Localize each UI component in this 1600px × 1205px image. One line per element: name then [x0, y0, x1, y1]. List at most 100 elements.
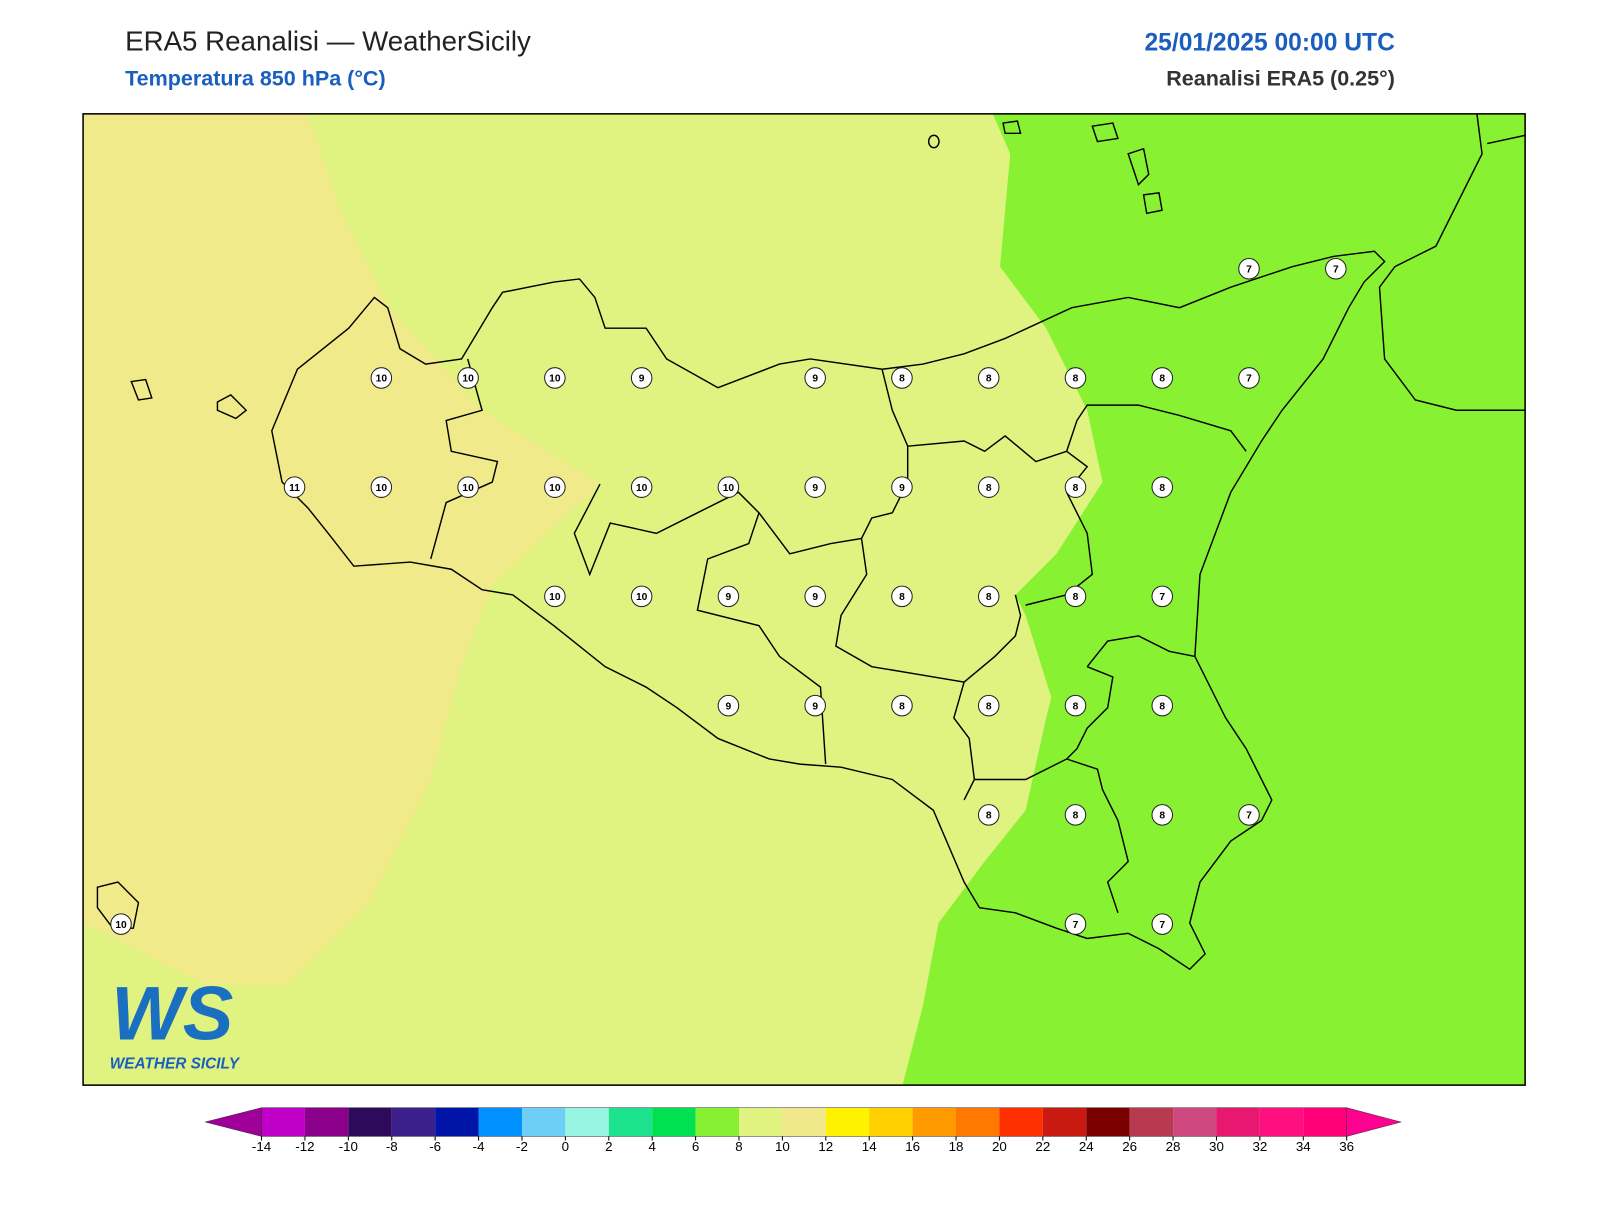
colorbar-bin — [999, 1107, 1043, 1137]
station-marker — [1151, 804, 1174, 826]
colorbar-bin — [348, 1107, 392, 1137]
colorbar-bin — [1259, 1107, 1304, 1137]
station-marker — [1064, 476, 1087, 498]
colorbar-bin — [1303, 1107, 1347, 1137]
colorbar-tick-label: 32 — [1252, 1139, 1267, 1154]
colorbar-tick-label: 30 — [1209, 1139, 1224, 1154]
stations: 7 7 10 10 10 9 9 8 8 8 8 7 11 10 10 10 10 10 9 9 8 8 8 10 10 9 9 8 8… — [110, 257, 1347, 935]
station-value: 8 — [1073, 701, 1079, 712]
colorbar-tick-label: 34 — [1296, 1139, 1311, 1154]
station-marker — [630, 367, 653, 389]
station-marker — [977, 476, 1000, 498]
colorbar-bin — [1086, 1107, 1130, 1137]
logo: WS WEATHER SICILY — [110, 972, 241, 1073]
logo-mark: WS — [111, 972, 233, 1057]
colorbar-bin — [825, 1107, 870, 1137]
station-value: 10 — [636, 483, 648, 494]
station-marker — [110, 913, 132, 935]
station-marker — [1151, 694, 1174, 717]
colorbar-bin — [608, 1107, 653, 1137]
colorbar-tick-label: 26 — [1122, 1139, 1137, 1154]
source: Reanalisi ERA5 (0.25°) — [1166, 67, 1395, 91]
colorbar-tick-label: -14 — [252, 1139, 272, 1154]
station-marker — [457, 476, 479, 498]
station-value: 11 — [289, 483, 300, 494]
map-area: 7 7 10 10 10 9 9 8 8 8 8 7 11 10 10 10 10 10 9 9 8 8 8 10 10 9 9 8 8… — [82, 113, 1526, 1086]
station-marker — [977, 804, 1000, 826]
map-frame — [82, 113, 1526, 1086]
station-marker — [891, 476, 913, 498]
station-value: 10 — [636, 592, 648, 603]
station-marker — [1064, 804, 1087, 826]
station-value: 10 — [376, 483, 388, 494]
station-value: 8 — [986, 592, 992, 603]
station-marker — [977, 694, 1000, 717]
station-marker — [1064, 367, 1087, 389]
station-marker — [1151, 476, 1174, 498]
colorbar-bin — [869, 1107, 913, 1137]
station-value: 8 — [1159, 701, 1165, 712]
colorbar-bin — [478, 1107, 522, 1137]
station-value: 8 — [1159, 811, 1165, 822]
station-value: 9 — [726, 592, 732, 603]
station-value: 8 — [986, 483, 992, 494]
station-value: 8 — [986, 701, 992, 712]
station-marker — [544, 585, 566, 608]
colorbar-bin — [261, 1107, 305, 1137]
station-marker — [717, 585, 740, 608]
colorbar: -14 -12 -10 -8 -6 -4 -2 0 2 4 6 8 10 12 14 16 18 20 22 24 26… — [205, 1107, 1403, 1154]
station-marker — [1238, 804, 1260, 826]
colorbar-tick-label: -12 — [295, 1139, 314, 1154]
station-marker — [804, 367, 826, 389]
colorbar-tick-label: 0 — [562, 1139, 569, 1154]
colorbar-bin — [521, 1107, 566, 1137]
colorbar-tick-label: 4 — [648, 1139, 656, 1154]
datetime: 25/01/2025 00:00 UTC — [1144, 30, 1395, 57]
station-marker — [370, 367, 393, 389]
station-marker — [544, 476, 566, 498]
colorbar-bin — [652, 1107, 696, 1137]
station-marker — [717, 694, 740, 717]
station-value: 7 — [1159, 592, 1165, 603]
station-value: 9 — [639, 374, 645, 385]
colorbar-tick-label: 10 — [775, 1139, 790, 1154]
station-value: 7 — [1246, 811, 1252, 822]
station-marker — [457, 367, 479, 389]
station-marker — [1238, 367, 1260, 389]
station-value: 8 — [1073, 592, 1079, 603]
station-marker — [1151, 367, 1174, 389]
station-marker — [630, 476, 653, 498]
colorbar-tick-label: 12 — [818, 1139, 833, 1154]
station-value: 9 — [812, 592, 818, 603]
calabria-coast — [1378, 113, 1526, 411]
station-value: 8 — [1073, 483, 1079, 494]
station-value: 9 — [812, 374, 818, 385]
colorbar-bin — [435, 1107, 479, 1137]
colorbar-tick-label: 16 — [905, 1139, 920, 1154]
subtitle: Temperatura 850 hPa (°C) — [125, 67, 386, 91]
colorbar-bin — [304, 1107, 349, 1137]
station-value: 8 — [1073, 811, 1079, 822]
station-marker — [1064, 585, 1087, 608]
colorbar-tick-label: -8 — [386, 1139, 398, 1154]
station-value: 9 — [812, 701, 818, 712]
station-value: 7 — [1073, 920, 1079, 931]
station-value: 8 — [986, 374, 992, 385]
station-value: 10 — [462, 374, 474, 385]
station-marker — [283, 476, 306, 498]
station-value: 7 — [1246, 374, 1252, 385]
station-value: 10 — [723, 483, 735, 494]
colorbar-tick-label: 36 — [1339, 1139, 1354, 1154]
station-value: 9 — [812, 483, 818, 494]
colorbar-extend-low — [205, 1107, 262, 1137]
colorbar-tick-label: -6 — [429, 1139, 441, 1154]
station-value: 7 — [1333, 264, 1339, 275]
station-value: 8 — [1159, 374, 1165, 385]
station-value: 8 — [899, 701, 905, 712]
field-10-12 — [83, 113, 601, 985]
colorbar-tick-label: 6 — [692, 1139, 699, 1154]
station-value: 8 — [1159, 483, 1165, 494]
province-borders — [430, 358, 1247, 914]
station-value: 10 — [549, 592, 561, 603]
